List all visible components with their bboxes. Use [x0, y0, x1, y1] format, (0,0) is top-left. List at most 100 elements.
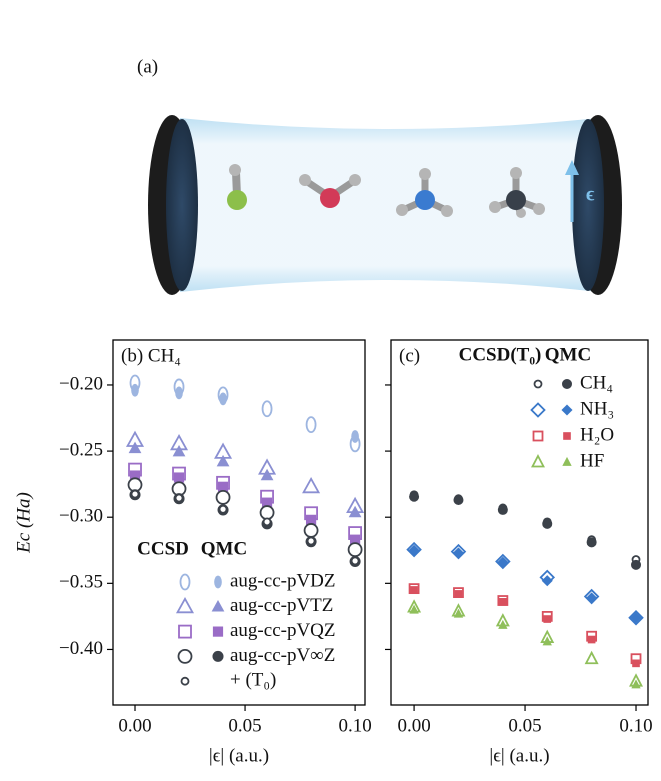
ccsd-point [259, 505, 275, 520]
qmc-point [498, 619, 508, 629]
qmc-point [172, 444, 186, 457]
ccsd-point [302, 476, 321, 494]
qmc-point [454, 590, 463, 598]
legend-label: aug-cc-pVDZ [230, 570, 336, 591]
y-tick-label: −0.30 [59, 506, 103, 527]
mirror-right-face [572, 119, 604, 291]
ccsd-point [218, 504, 228, 514]
legend-marker [561, 404, 573, 416]
panel-title: (c) [399, 345, 420, 366]
qmc-point [410, 586, 418, 594]
qmc-point [260, 468, 274, 481]
legend-marker [179, 573, 191, 591]
x-axis-label: |ϵ| (a.u.) [489, 745, 549, 766]
plot-frame [112, 339, 366, 706]
legend-label: CH₄ [580, 372, 613, 393]
qmc-point [129, 470, 141, 481]
ccsd-point [305, 416, 317, 434]
molecule-hf [227, 164, 247, 210]
legend-header: QMC [201, 538, 247, 559]
qmc-point [349, 534, 361, 545]
ccsd-point [174, 493, 184, 503]
ccsd-point [261, 400, 273, 418]
y-tick-label: −0.40 [59, 638, 103, 659]
qmc-point [587, 635, 596, 644]
qmc-point [173, 472, 185, 483]
legend-header: CCSD(T₀) [459, 344, 542, 365]
legend-marker [214, 575, 222, 589]
legend-marker [530, 402, 546, 418]
qmc-point [409, 491, 420, 502]
x-tick-label: 0.00 [118, 715, 151, 736]
y-axis-label: Ec (Ha) [13, 492, 34, 554]
legend-label: aug-cc-pV∞Z [230, 645, 335, 666]
ccsd-point [350, 556, 360, 566]
legend-marker [531, 454, 545, 468]
qmc-point [497, 556, 509, 568]
legend-marker [212, 650, 224, 662]
legend-header: QMC [545, 344, 591, 365]
qmc-point [543, 615, 552, 623]
legend-marker [211, 600, 225, 612]
legend-label: H₂O [580, 424, 614, 445]
plot-frame [390, 339, 649, 706]
legend-header: CCSD [137, 538, 189, 559]
qmc-point [542, 518, 553, 529]
legend-label: aug-cc-pVQZ [230, 620, 336, 641]
legend-marker [180, 676, 190, 686]
qmc-point [586, 537, 597, 548]
legend-marker [562, 379, 572, 389]
qmc-point [217, 481, 229, 492]
qmc-point [348, 505, 362, 518]
qmc-point [499, 598, 507, 606]
field-arrow [565, 160, 579, 222]
legend-marker [175, 596, 195, 614]
ccsd-point [130, 489, 140, 499]
x-tick-label: 0.05 [228, 715, 261, 736]
qmc-point [632, 659, 640, 668]
panel-label: (a) [137, 56, 158, 77]
qmc-point [261, 497, 273, 508]
legend-marker [177, 649, 193, 664]
qmc-point [497, 504, 508, 515]
qmc-point [128, 441, 142, 454]
qmc-point [351, 430, 359, 443]
legend-marker [212, 626, 224, 637]
qmc-point [541, 575, 553, 587]
legend-marker [563, 432, 571, 440]
qmc-point [631, 559, 642, 570]
qmc-point [219, 392, 227, 406]
cavity-tube [180, 118, 598, 292]
qmc-point [131, 383, 139, 397]
qmc-point [452, 547, 464, 559]
y-tick-label: −0.25 [59, 439, 103, 460]
qmc-point [216, 454, 230, 467]
cavity-illustration: ϵ [148, 115, 622, 295]
y-tick-label: −0.35 [59, 572, 103, 593]
panel-title: (b) CH₄ [121, 345, 181, 366]
ccsd-point [303, 523, 319, 538]
legend-marker [533, 379, 543, 389]
legend-label: NH₃ [580, 398, 614, 419]
ccsd-point [306, 536, 316, 546]
x-tick-label: 0.05 [508, 715, 541, 736]
field-label: ϵ [586, 184, 595, 206]
legend-marker [178, 624, 192, 639]
legend-marker [562, 456, 572, 466]
qmc-point [408, 544, 420, 556]
qmc-point [305, 514, 317, 525]
qmc-point [409, 604, 419, 614]
qmc-point [631, 679, 641, 689]
x-tick-label: 0.10 [338, 715, 371, 736]
qmc-point [630, 612, 642, 624]
ccsd-point [584, 650, 599, 665]
y-tick-label: −0.20 [59, 373, 103, 394]
molecule-h2o [299, 174, 361, 208]
legend-label: + (T₀) [230, 670, 276, 691]
qmc-point [586, 592, 598, 604]
molecule-ch4 [489, 167, 545, 218]
legend-label: HF [580, 450, 604, 471]
x-axis-label: |ϵ| (a.u.) [209, 745, 269, 766]
qmc-point [175, 386, 183, 400]
